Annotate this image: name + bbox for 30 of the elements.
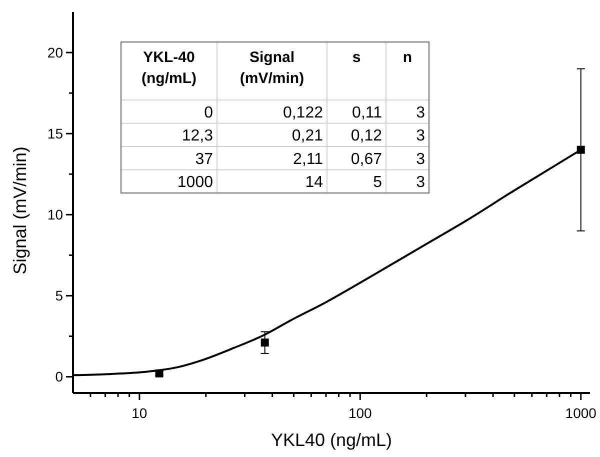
text: 0,21 — [292, 128, 323, 145]
text: 0,11 — [352, 104, 382, 122]
y-tick-label: 0 — [55, 368, 64, 385]
x-tick-label: 10 — [132, 405, 148, 421]
y-tick-label: 15 — [47, 125, 64, 142]
text: 2,11 — [293, 150, 323, 168]
text: 0,12 — [350, 128, 382, 145]
text: 0 — [204, 104, 213, 122]
text: 3 — [416, 150, 425, 168]
text: 37 — [195, 150, 213, 168]
x-tick-label: 1000 — [565, 405, 597, 421]
text: 14 — [305, 174, 323, 192]
category-label: YKL-40 (ng/mL) — [142, 49, 196, 87]
category-label: s — [352, 49, 361, 66]
text: 3 — [416, 128, 425, 145]
category-label: Signal (mV/min) — [240, 49, 304, 87]
text: 5 — [373, 174, 382, 192]
text: 12,3 — [182, 128, 213, 145]
text: 3 — [416, 104, 425, 122]
text: 3 — [416, 174, 425, 192]
text: 0,67 — [350, 150, 382, 168]
y-tick-label: 5 — [55, 288, 64, 304]
y-tick-label: 20 — [47, 44, 64, 60]
category-label: n — [402, 49, 412, 66]
x-axis-title: YKL40 (ng/mL) — [270, 430, 392, 450]
text: 1000 — [177, 174, 213, 192]
x-tick-label: 100 — [348, 405, 372, 421]
text: 0,122 — [282, 104, 323, 122]
y-axis-title: Signal (mV/min) — [10, 146, 30, 275]
y-tick-label: 10 — [47, 206, 64, 223]
